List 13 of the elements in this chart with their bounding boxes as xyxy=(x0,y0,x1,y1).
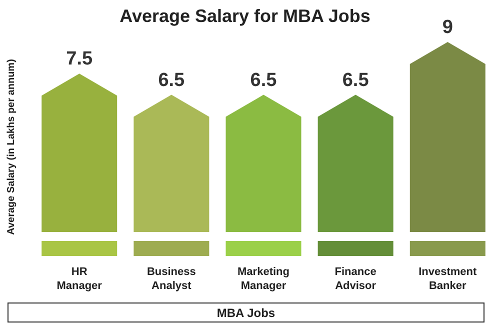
x-axis-title: MBA Jobs xyxy=(216,306,276,320)
x-tick-label: Investment Banker xyxy=(418,266,478,292)
x-tick-label: Business Analyst xyxy=(146,266,196,292)
data-label: 6.5 xyxy=(250,70,278,91)
x-tick-label: HR Manager xyxy=(56,266,103,292)
data-label: 9 xyxy=(442,17,453,38)
data-label: 7.5 xyxy=(66,48,93,70)
x-tick-label: Marketing Manager xyxy=(238,266,290,292)
y-axis-title: Average Salary (in Lakhs per annum) xyxy=(6,59,17,235)
data-label: 6.5 xyxy=(158,70,186,91)
chart-title: Average Salary for MBA Jobs xyxy=(120,6,370,26)
x-tick-label: Finance Advisor xyxy=(334,266,377,292)
data-label: 6.5 xyxy=(342,70,370,91)
